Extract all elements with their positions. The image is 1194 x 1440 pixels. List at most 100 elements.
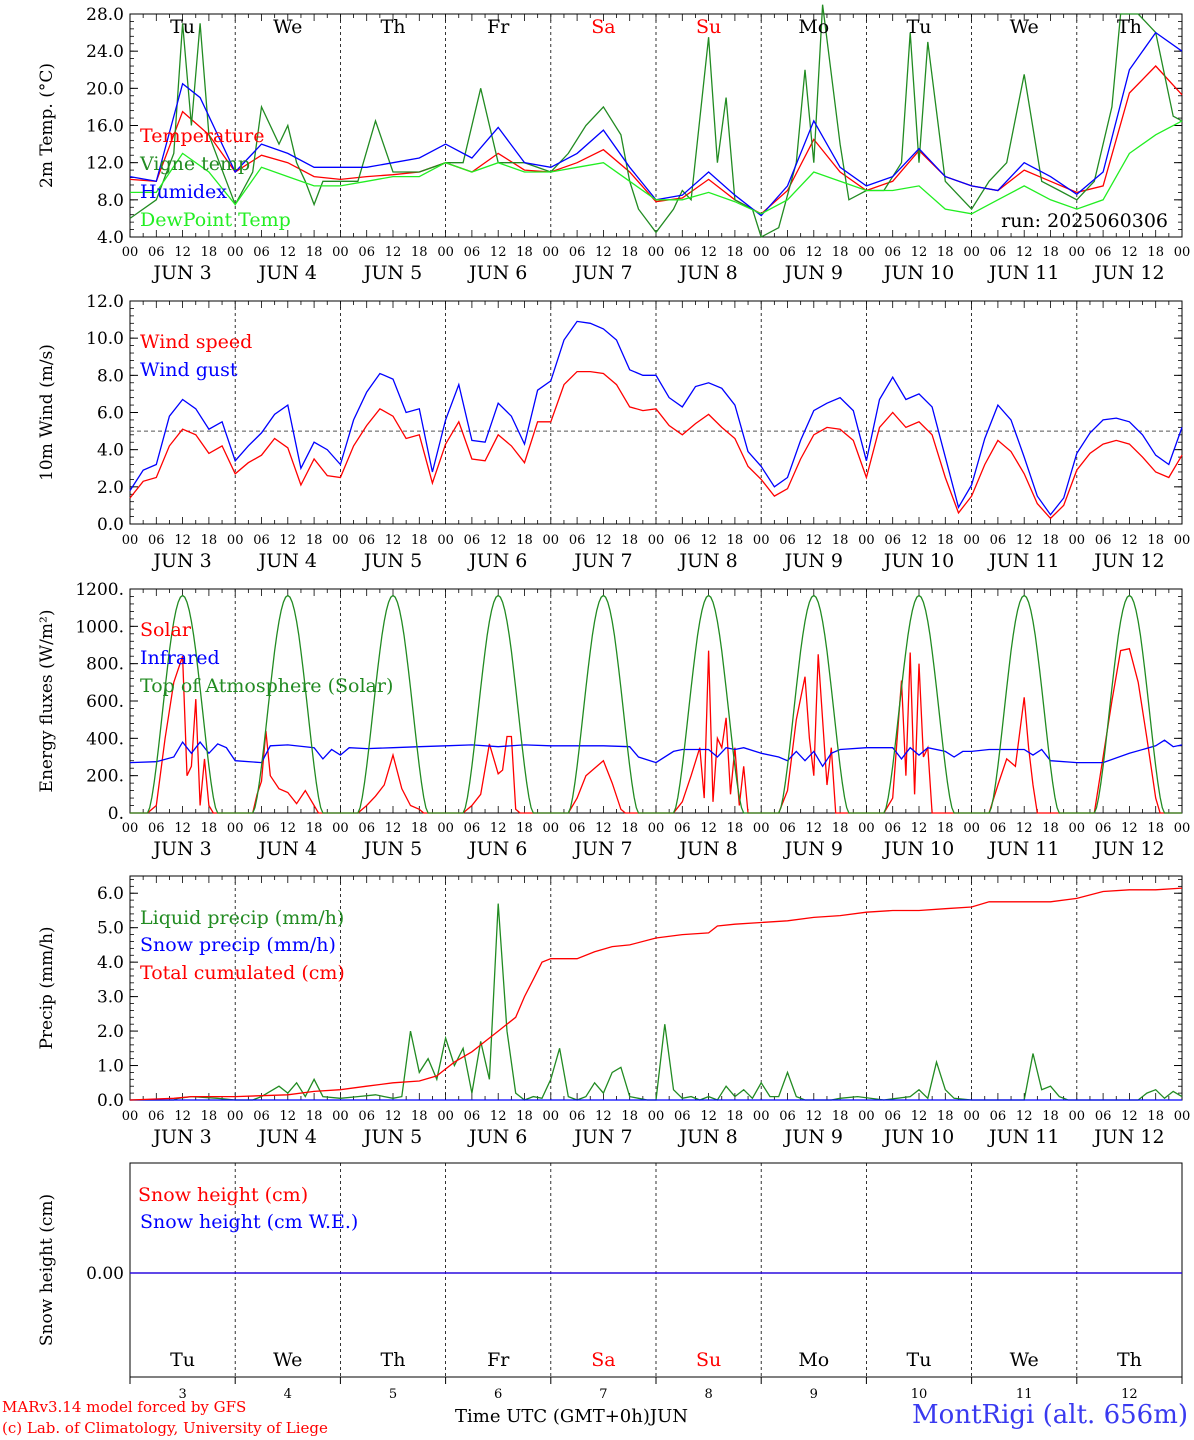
panel-3-hour-label: 00: [437, 821, 454, 836]
panel-2-y-tick-label: 0.0: [97, 515, 124, 535]
day-number-label: 12: [1121, 1387, 1138, 1402]
panel-3-y-tick-label: 800.: [86, 655, 124, 675]
panel-2-y-tick-label: 10.0: [86, 329, 124, 349]
panel-2-hour-label: 06: [464, 533, 481, 548]
panel-4-hour-label: 06: [779, 1109, 796, 1124]
panel-1-date-label: JUN 5: [362, 262, 422, 284]
panel-1-hour-label: 06: [358, 245, 375, 260]
panel-4-hour-label: 00: [437, 1109, 454, 1124]
weekday-label-top: Th: [1117, 16, 1142, 38]
panel-3-hour-label: 12: [700, 821, 717, 836]
panel-4-hour-label: 18: [306, 1109, 323, 1124]
panel-2-hour-label: 06: [569, 533, 586, 548]
panel-4-y-tick-label: 5.0: [97, 919, 124, 939]
panel-4-hour-label: 06: [674, 1109, 691, 1124]
panel-1-series-humidex: [129, 31, 1183, 217]
panel-4-hour-label: 06: [148, 1109, 165, 1124]
panel-1-hour-label: 00: [963, 245, 980, 260]
panel-2-hour-label: 00: [858, 533, 875, 548]
panel-4-hour-label: 18: [411, 1109, 428, 1124]
panel-2-frame: [129, 300, 1183, 525]
panel-2-hour-label: 18: [1042, 533, 1059, 548]
panel-2-hour-label: 12: [806, 533, 823, 548]
panel-4-date-label: JUN 9: [783, 1126, 843, 1148]
panel-3-hour-label: 12: [911, 821, 928, 836]
weekday-label-bottom: Th: [381, 1349, 406, 1371]
panel-3-y-label: Energy fluxes (W/m²): [37, 610, 57, 793]
panel-4-y-label: Precip (mm/h): [37, 926, 57, 1049]
panel-2-y-label: 10m Wind (m/s): [37, 344, 57, 481]
panel-4-hour-label-end: 00: [1174, 1109, 1191, 1124]
panel-1-hour-label: 12: [806, 245, 823, 260]
panel-3-hour-label: 12: [490, 821, 507, 836]
panel-1-hour-label: 00: [648, 245, 665, 260]
model-credit: MARv3.14 model forced by GFS: [2, 1398, 247, 1416]
panel-5-y-label: Snow height (cm): [37, 1194, 57, 1346]
panel-1-y-tick-label: 28.0: [86, 5, 124, 25]
panel-1-y-tick-label: 20.0: [86, 79, 124, 99]
panel-1-hour-label: 18: [832, 245, 849, 260]
panel-3-hour-label: 12: [806, 821, 823, 836]
panel-1-hour-label-end: 00: [1174, 245, 1191, 260]
panel-2-date-label: JUN 4: [257, 550, 317, 572]
panel-4-hour-label: 00: [648, 1109, 665, 1124]
weekday-label-bottom: Su: [696, 1349, 721, 1371]
panel-1-hour-label: 12: [595, 245, 612, 260]
panel-1-hour-label: 06: [464, 245, 481, 260]
panel-4-hour-label: 12: [1016, 1109, 1033, 1124]
panel-4-hour-label: 18: [516, 1109, 533, 1124]
panel-2-y-tick-label: 4.0: [97, 441, 124, 461]
panel-1-hour-label: 00: [1069, 245, 1086, 260]
panel-4-date-label: JUN 6: [467, 1126, 527, 1148]
panel-4-y-tick-label: 2.0: [97, 1022, 124, 1042]
panel-1-hour-label: 00: [437, 245, 454, 260]
panel-3-hour-label: 00: [122, 821, 139, 836]
panel-4-hour-label: 12: [806, 1109, 823, 1124]
panel-1-date-label: JUN 4: [257, 262, 317, 284]
panel-2-hour-label: 18: [1147, 533, 1164, 548]
panel-1-date-label: JUN 10: [882, 262, 954, 284]
day-number-label: 3: [178, 1387, 186, 1402]
panel-4-hour-label: 18: [1147, 1109, 1164, 1124]
panel-2-y-tick-label: 2.0: [97, 478, 124, 498]
panel-2-hour-label: 18: [411, 533, 428, 548]
time-axis-title: Time UTC (GMT+0h)JUN: [455, 1406, 688, 1427]
panel-1-y-tick-label: 24.0: [86, 42, 124, 62]
day-number-label: 11: [1016, 1387, 1033, 1402]
panel-4-hour-label: 12: [700, 1109, 717, 1124]
panel-3-y-tick-label: 1000.: [75, 617, 124, 637]
panel-2-hour-label: 12: [1121, 533, 1138, 548]
weekday-label-bottom: Mo: [798, 1349, 829, 1371]
panel-4-date-label: JUN 10: [882, 1126, 954, 1148]
panel-2-hour-label: 00: [332, 533, 349, 548]
panel-2-hour-label-end: 00: [1174, 533, 1191, 548]
panel-2-y-tick-label: 12.0: [86, 292, 124, 312]
weekday-label-top: Fr: [487, 16, 510, 38]
panel-2-hour-label: 00: [122, 533, 139, 548]
panel-3-hour-label: 18: [411, 821, 428, 836]
panel-2-hour-label: 18: [621, 533, 638, 548]
weekday-label-top: Th: [381, 16, 406, 38]
panel-1-series-vigne-temp: [129, 4, 1183, 238]
day-number-label: 7: [599, 1387, 607, 1402]
panel-4-series-liquid-precip-mm-h-: [130, 903, 1183, 1101]
panel-2-series-wind-gust: [129, 320, 1183, 516]
panel-1-hour-label: 00: [753, 245, 770, 260]
panel-4-series-total-cumulated-cm-: [129, 887, 1183, 1101]
panel-1-hour-label: 18: [201, 245, 218, 260]
panel-2-date-label: JUN 10: [882, 550, 954, 572]
weekday-label-bottom: Th: [1117, 1349, 1142, 1371]
panel-1-hour-label: 06: [779, 245, 796, 260]
panel-2-hour-label: 12: [490, 533, 507, 548]
panel-2-date-label: JUN 11: [987, 550, 1059, 572]
weekday-label-bottom: Tu: [170, 1349, 195, 1371]
panel-4-hour-label: 12: [595, 1109, 612, 1124]
panel-3-date-label: JUN 6: [467, 838, 527, 860]
panel-1-hour-label: 18: [1042, 245, 1059, 260]
panel-4-hour-label: 06: [1095, 1109, 1112, 1124]
panel-4-hour-label: 12: [385, 1109, 402, 1124]
panel-4-y-tick-label: 0.0: [97, 1091, 124, 1111]
panel-1-y-tick-label: 8.0: [97, 191, 124, 211]
panel-3-hour-label: 18: [1147, 821, 1164, 836]
panel-1-hour-label: 18: [1147, 245, 1164, 260]
